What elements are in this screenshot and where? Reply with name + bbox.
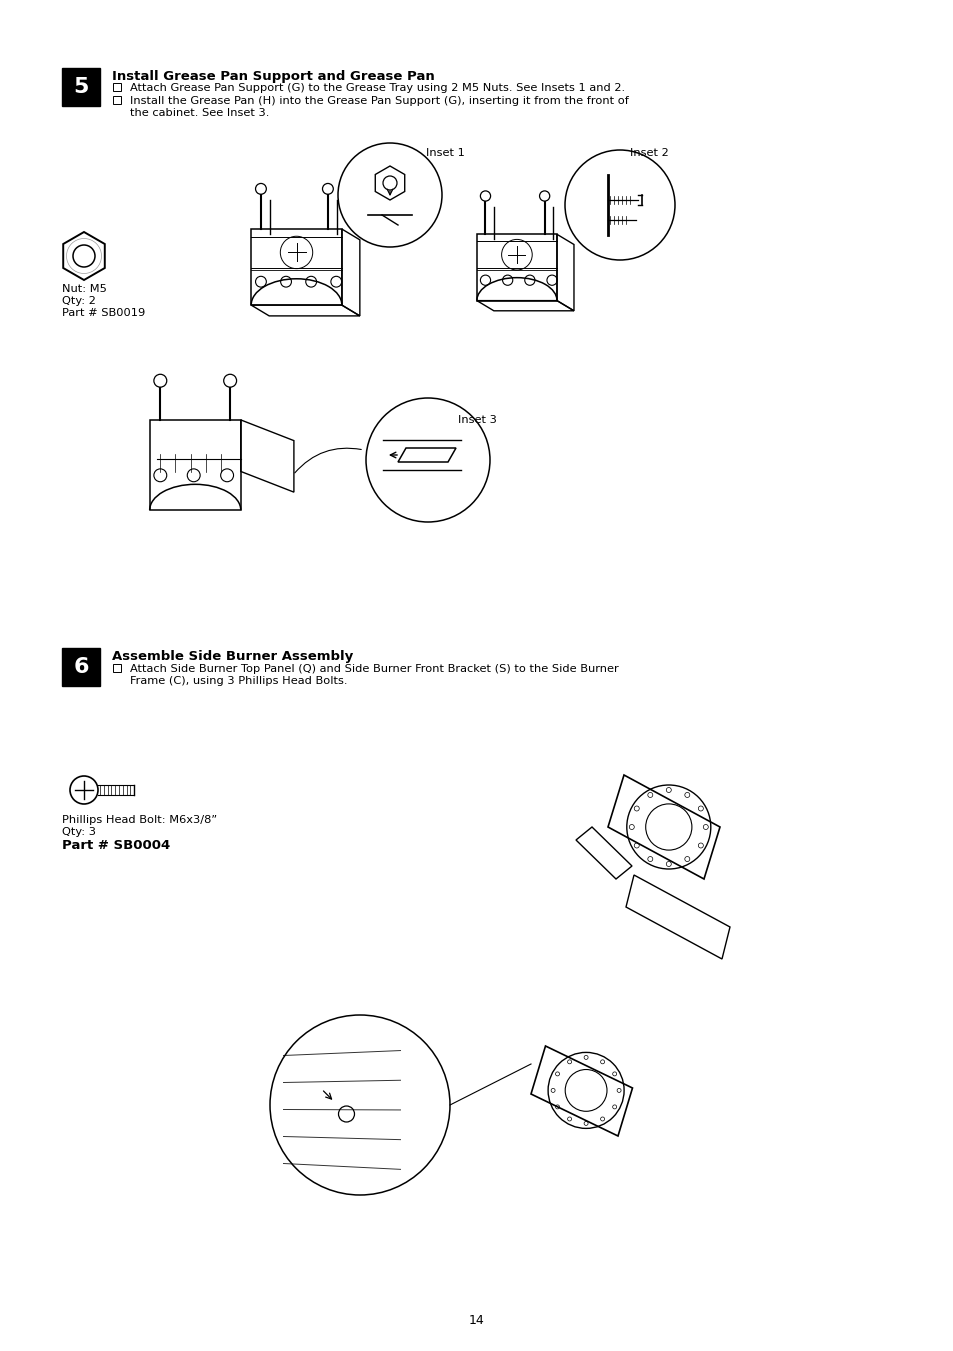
Text: 5: 5 [73,77,89,97]
FancyBboxPatch shape [112,96,121,104]
FancyBboxPatch shape [62,68,100,105]
Text: 6: 6 [73,657,89,677]
Text: Part # SB0004: Part # SB0004 [62,839,170,852]
Text: Frame (C), using 3 Phillips Head Bolts.: Frame (C), using 3 Phillips Head Bolts. [130,676,347,686]
Text: the cabinet. See Inset 3.: the cabinet. See Inset 3. [130,108,269,118]
Text: Install Grease Pan Support and Grease Pan: Install Grease Pan Support and Grease Pa… [112,70,435,82]
Text: Attach Side Burner Top Panel (Q) and Side Burner Front Bracket (S) to the Side B: Attach Side Burner Top Panel (Q) and Sid… [130,663,618,674]
Text: Inset 3: Inset 3 [457,415,497,426]
Text: Qty: 2: Qty: 2 [62,296,95,305]
Text: Inset 1: Inset 1 [426,149,464,158]
Text: 14: 14 [469,1313,484,1327]
Text: Qty: 3: Qty: 3 [62,827,96,838]
Text: Install the Grease Pan (H) into the Grease Pan Support (G), inserting it from th: Install the Grease Pan (H) into the Grea… [130,96,628,105]
Text: Inset 2: Inset 2 [629,149,668,158]
Text: Part # SB0019: Part # SB0019 [62,308,145,317]
Text: Attach Grease Pan Support (G) to the Grease Tray using 2 M5 Nuts. See Insets 1 a: Attach Grease Pan Support (G) to the Gre… [130,82,624,93]
FancyBboxPatch shape [112,82,121,91]
FancyBboxPatch shape [112,663,121,671]
Text: Phillips Head Bolt: M6x3/8”: Phillips Head Bolt: M6x3/8” [62,815,217,825]
FancyBboxPatch shape [62,648,100,686]
Text: Assemble Side Burner Assembly: Assemble Side Burner Assembly [112,650,353,663]
Text: Nut: M5: Nut: M5 [62,284,107,295]
